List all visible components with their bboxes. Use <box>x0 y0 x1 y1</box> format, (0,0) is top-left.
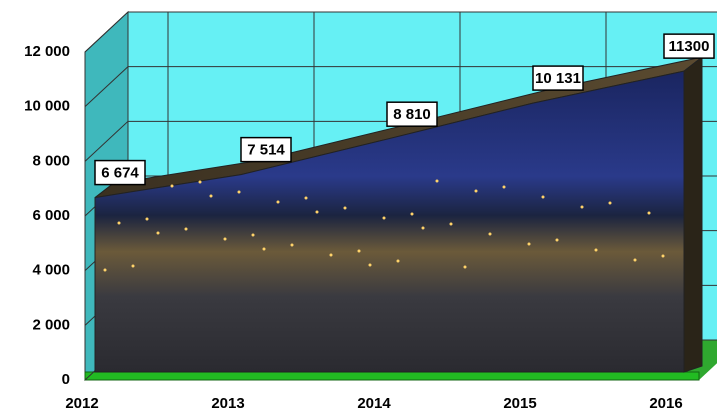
light <box>252 234 255 237</box>
y-tick-label: 12 000 <box>24 43 70 60</box>
y-tick-label: 4 000 <box>32 262 70 279</box>
x-tick-label: 2012 <box>65 395 98 412</box>
value-label: 7 514 <box>247 142 285 159</box>
light <box>411 213 414 216</box>
light <box>648 212 651 215</box>
light <box>464 266 467 269</box>
light <box>662 255 665 258</box>
chart: 0 2 000 4 000 6 000 8 000 10 000 12 000 6 674 7 … <box>0 0 717 414</box>
value-label: 10 131 <box>535 70 581 87</box>
light <box>358 250 361 253</box>
x-tick-label: 2016 <box>649 395 682 412</box>
y-tick-label: 6 000 <box>32 207 70 224</box>
light <box>263 248 266 251</box>
light <box>581 206 584 209</box>
light <box>344 207 347 210</box>
floor-front <box>85 372 699 380</box>
light <box>422 227 425 230</box>
light <box>305 197 308 200</box>
y-tick-label: 2 000 <box>32 316 70 333</box>
light <box>146 218 149 221</box>
x-tick-label: 2015 <box>503 395 536 412</box>
light <box>503 186 506 189</box>
light <box>542 196 545 199</box>
light <box>556 239 559 242</box>
x-tick-label: 2014 <box>357 395 391 412</box>
light <box>489 233 492 236</box>
light <box>316 211 319 214</box>
light <box>634 259 637 262</box>
light <box>436 180 439 183</box>
light <box>157 232 160 235</box>
light <box>330 254 333 257</box>
light <box>104 269 107 272</box>
y-tick-label: 10 000 <box>24 98 70 115</box>
light <box>291 244 294 247</box>
y-tick-label: 8 000 <box>32 152 70 169</box>
light <box>118 222 121 225</box>
value-label: 11300 <box>669 38 710 55</box>
light <box>224 238 227 241</box>
x-tick-label: 2013 <box>211 395 244 412</box>
value-label: 6 674 <box>101 165 139 182</box>
area-side <box>684 57 702 372</box>
y-tick-label: 0 <box>62 371 70 388</box>
light <box>238 191 241 194</box>
light <box>369 264 372 267</box>
light <box>199 181 202 184</box>
light <box>528 243 531 246</box>
light <box>132 265 135 268</box>
light <box>185 228 188 231</box>
light <box>595 249 598 252</box>
light <box>383 217 386 220</box>
light <box>210 195 213 198</box>
light <box>475 190 478 193</box>
light <box>277 201 280 204</box>
light <box>609 202 612 205</box>
light <box>171 185 174 188</box>
value-label: 8 810 <box>393 106 431 123</box>
light <box>450 223 453 226</box>
light <box>397 260 400 263</box>
